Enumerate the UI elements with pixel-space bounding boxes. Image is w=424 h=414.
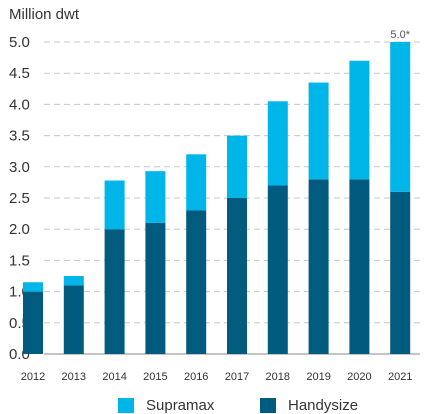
y-tick-label: 4.5 bbox=[9, 65, 30, 82]
chart-legend: Supramax Handysize bbox=[0, 397, 424, 414]
bar-supramax bbox=[227, 135, 247, 198]
bar-handysize bbox=[390, 191, 411, 354]
y-tick-label: 2.5 bbox=[9, 190, 30, 207]
legend-swatch-supramax bbox=[118, 398, 134, 413]
x-tick-label: 2018 bbox=[266, 371, 290, 383]
bar-supramax bbox=[308, 82, 329, 180]
x-tick-label: 2021 bbox=[388, 371, 412, 383]
y-tick-label: 1.5 bbox=[9, 252, 30, 269]
y-axis-unit-label: Million dwt bbox=[9, 6, 80, 23]
bar-supramax bbox=[267, 101, 288, 186]
bar-handysize bbox=[349, 179, 370, 354]
y-tick-label: 3.0 bbox=[9, 159, 30, 176]
x-tick-label: 2013 bbox=[62, 371, 86, 383]
bar-handysize bbox=[267, 185, 288, 354]
bar-supramax bbox=[186, 154, 207, 211]
x-tick-label: 2015 bbox=[143, 371, 167, 383]
legend-item-handysize: Handysize bbox=[260, 397, 358, 414]
legend-swatch-handysize bbox=[260, 398, 276, 413]
bar-handysize bbox=[104, 229, 125, 354]
bar-supramax bbox=[390, 42, 411, 192]
bar-handysize bbox=[23, 291, 43, 354]
bar-handysize bbox=[186, 210, 207, 354]
legend-item-supramax: Supramax bbox=[118, 397, 214, 414]
bar-supramax bbox=[63, 276, 84, 286]
bar-supramax bbox=[104, 180, 125, 230]
y-tick-label: 4.0 bbox=[9, 96, 30, 113]
x-tick-label: 2016 bbox=[184, 371, 208, 383]
x-tick-label: 2017 bbox=[225, 371, 249, 383]
y-tick-label: 3.5 bbox=[9, 128, 30, 145]
legend-label-supramax: Supramax bbox=[146, 397, 215, 414]
y-tick-label: 5.0 bbox=[9, 34, 30, 51]
bar-handysize bbox=[145, 222, 166, 354]
x-tick-label: 2012 bbox=[21, 371, 45, 383]
x-tick-label: 2019 bbox=[306, 371, 330, 383]
bar-handysize bbox=[63, 285, 84, 354]
bar-handysize bbox=[308, 179, 329, 354]
bar-handysize bbox=[227, 198, 247, 354]
x-tick-label: 2020 bbox=[347, 371, 371, 383]
bar-supramax bbox=[23, 282, 43, 292]
data-annotation: 5.0* bbox=[390, 29, 410, 41]
x-tick-label: 2014 bbox=[102, 371, 126, 383]
bar-supramax bbox=[145, 171, 166, 223]
y-tick-label: 2.0 bbox=[9, 221, 30, 238]
legend-label-handysize: Handysize bbox=[288, 397, 359, 414]
bar-supramax bbox=[349, 60, 370, 180]
